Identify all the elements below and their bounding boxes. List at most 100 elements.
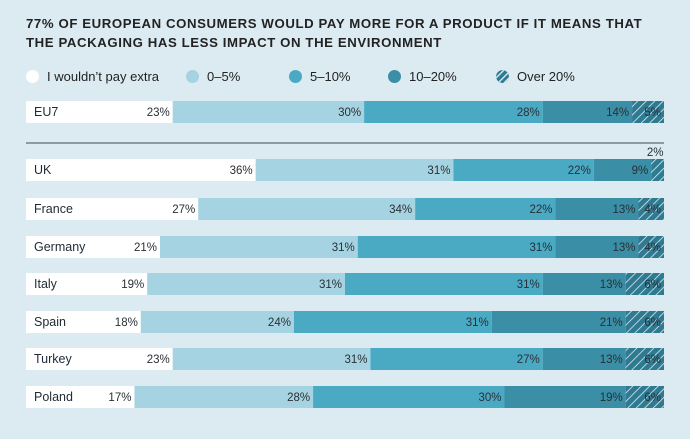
value-label: 23% — [147, 354, 170, 366]
value-label: 21% — [600, 317, 623, 329]
bar-segment-none — [26, 236, 160, 258]
value-label: 14% — [606, 107, 629, 119]
bar-segment-low — [134, 386, 314, 408]
bar-segment-high — [542, 101, 633, 123]
row-label: UK — [34, 163, 52, 177]
value-label: 6% — [644, 354, 661, 366]
bar-segment-none — [26, 159, 256, 181]
bar-segment-low — [159, 236, 358, 258]
row-label: Turkey — [34, 352, 72, 366]
value-label: 22% — [568, 165, 591, 177]
bar-segment-high — [542, 348, 626, 370]
value-label: 13% — [600, 279, 623, 291]
value-label: 27% — [517, 354, 540, 366]
bar-row-france: 27% 34% 22% 13% 4% France — [26, 198, 664, 220]
value-label: 31% — [332, 242, 355, 254]
legend-item-low: 0–5% — [186, 66, 240, 86]
bar-segment-mid — [370, 348, 543, 370]
bar-segment-high — [542, 273, 626, 295]
legend-label: Over 20% — [517, 68, 575, 84]
hatched-circle-icon — [496, 69, 509, 83]
bar-segment-mid — [415, 198, 556, 220]
bar-segment-low — [147, 273, 345, 295]
value-label: 13% — [600, 354, 623, 366]
legend-label: 10–20% — [409, 68, 457, 84]
row-label: Spain — [34, 315, 66, 329]
value-label: 4% — [644, 204, 661, 216]
row-label: Italy — [34, 277, 58, 291]
bar-segment-top — [632, 101, 664, 123]
value-label: 4% — [644, 242, 661, 254]
light-blue-circle-icon — [186, 69, 199, 83]
bar-segment-top — [625, 311, 664, 333]
value-label: 19% — [600, 392, 623, 404]
value-label: 6% — [644, 317, 661, 329]
value-label: 17% — [108, 392, 131, 404]
value-label: 30% — [478, 392, 501, 404]
bar-segment-mid — [345, 273, 543, 295]
legend-label: 0–5% — [207, 68, 241, 84]
bar-segment-top — [625, 348, 664, 370]
bar-row-eu7: 23% 30% 28% 14% 5% EU7 — [26, 101, 664, 123]
bar-segment-none — [26, 386, 135, 408]
bar-row-turkey: 23% 31% 27% 13% 6% Turkey — [26, 348, 664, 370]
value-label: 34% — [389, 204, 412, 216]
bar-segment-low — [140, 311, 294, 333]
legend-label: I wouldn’t pay extra — [47, 68, 160, 84]
bar-row-germany: 21% 31% 31% 13% 4% Germany — [26, 236, 664, 258]
value-label: 31% — [517, 279, 540, 291]
white-circle-icon — [26, 69, 39, 83]
value-label: 13% — [612, 242, 635, 254]
value-label: 31% — [466, 317, 489, 329]
value-label: 19% — [121, 279, 144, 291]
bar-segment-none — [26, 101, 173, 123]
bar-segment-mid — [293, 311, 492, 333]
bar-segment-top — [625, 386, 664, 408]
legend-item-top: Over 20% — [496, 66, 575, 86]
bar-row-uk: 36% 31% 22% 9% 2% UK — [26, 147, 664, 181]
value-label: 28% — [517, 107, 540, 119]
bar-segment-top — [625, 273, 664, 295]
bar-segment-low — [255, 159, 454, 181]
row-label: EU7 — [34, 105, 58, 119]
bar-segment-high — [504, 386, 626, 408]
chart-title: 77% OF EUROPEAN CONSUMERS WOULD PAY MORE… — [26, 16, 643, 50]
value-label: 28% — [287, 392, 310, 404]
chart-legend: I wouldn’t pay extra 0–5% 5–10% 10–20% O… — [26, 66, 676, 86]
bar-segment-low — [198, 198, 416, 220]
value-label: 18% — [115, 317, 138, 329]
bar-segment-none — [26, 311, 141, 333]
bar-segment-low — [172, 348, 371, 370]
value-label: 27% — [172, 204, 195, 216]
bar-segment-high — [555, 198, 639, 220]
bar-segment-none — [26, 198, 199, 220]
value-label: 6% — [644, 279, 661, 291]
row-label: France — [34, 202, 73, 216]
value-label: 31% — [319, 279, 342, 291]
value-label: 13% — [612, 204, 635, 216]
legend-label: 5–10% — [310, 68, 351, 84]
bar-segment-top — [651, 159, 664, 181]
bar-segment-mid — [364, 101, 543, 123]
bar-row-italy: 19% 31% 31% 13% 6% Italy — [26, 273, 664, 295]
value-label: 24% — [268, 317, 291, 329]
legend-item-mid: 5–10% — [289, 66, 350, 86]
bar-segment-high — [491, 311, 626, 333]
bar-segment-high — [555, 236, 639, 258]
bar-segment-low — [172, 101, 365, 123]
row-label: Germany — [34, 240, 86, 254]
value-label: 36% — [230, 165, 253, 177]
legend-item-high: 10–20% — [388, 66, 457, 86]
value-label: 5% — [644, 107, 661, 119]
bar-segment-high — [593, 159, 652, 181]
bar-segment-top — [638, 198, 664, 220]
value-label: 2% — [647, 147, 664, 159]
value-label: 23% — [147, 107, 170, 119]
bar-row-spain: 18% 24% 31% 21% 6% Spain — [26, 311, 664, 333]
legend-item-none: I wouldn’t pay extra — [26, 66, 159, 86]
value-label: 30% — [338, 107, 361, 119]
dark-blue-circle-icon — [388, 69, 401, 83]
value-label: 21% — [134, 242, 157, 254]
bar-segment-mid — [313, 386, 505, 408]
bar-segment-top — [638, 236, 664, 258]
